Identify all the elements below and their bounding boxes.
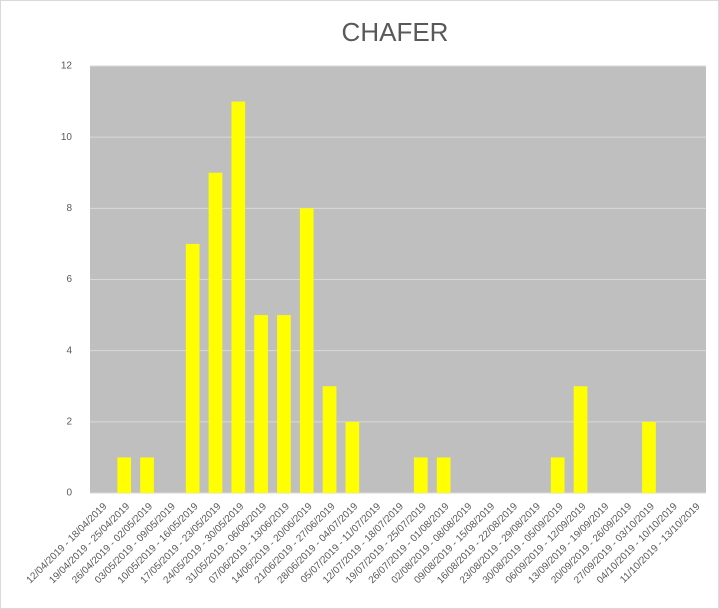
bar: [117, 457, 132, 493]
bar: [185, 243, 200, 493]
y-tick-label: 0: [66, 488, 72, 499]
bar: [550, 457, 565, 493]
bar: [277, 315, 291, 493]
bar: [299, 208, 314, 494]
y-tick-label: 8: [66, 203, 72, 214]
bar: [436, 457, 451, 493]
bar: [322, 386, 337, 493]
bar: [140, 457, 154, 493]
bar: [231, 101, 246, 493]
bar: [208, 172, 223, 493]
chart-title: CHAFER: [342, 17, 449, 47]
y-tick-label: 10: [61, 132, 73, 143]
bar: [413, 457, 428, 493]
bar: [254, 315, 268, 493]
y-tick-label: 6: [66, 274, 72, 285]
bar: [642, 421, 656, 493]
bar: [345, 421, 360, 493]
y-tick-label: 4: [66, 345, 72, 356]
y-tick-label: 2: [66, 416, 72, 427]
y-tick-label: 12: [61, 61, 73, 72]
bar: [573, 386, 588, 493]
